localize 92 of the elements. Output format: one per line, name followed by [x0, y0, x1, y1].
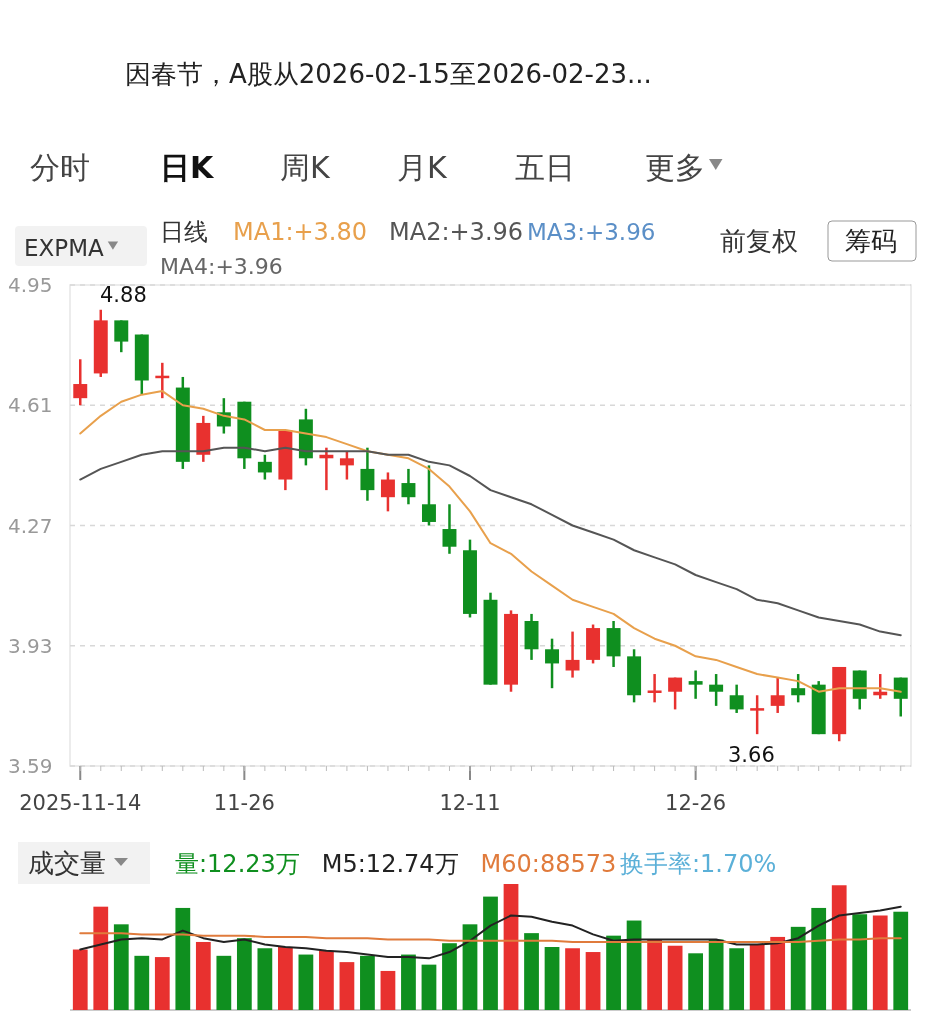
candlestick: [729, 683, 744, 715]
bar: [236, 938, 252, 1010]
text: 周K: [280, 150, 331, 185]
x-tick-label: 2025-11-14: [19, 791, 142, 815]
bar: [93, 906, 109, 1010]
text: MA2:+3.96: [389, 218, 524, 246]
bar: [483, 896, 498, 1010]
bar: [195, 941, 211, 1010]
bar: [585, 952, 601, 1010]
bar: [134, 955, 150, 1010]
candlestick: [709, 672, 724, 708]
bar: [175, 907, 191, 1010]
chart-title: 日线: [160, 218, 208, 246]
bar: [257, 948, 273, 1010]
text: 五日: [515, 150, 575, 185]
bar: [503, 884, 519, 1010]
text: M60:88573: [480, 850, 617, 878]
text: 筹码: [845, 226, 897, 256]
bar: [729, 948, 745, 1010]
candlestick: [770, 676, 785, 715]
text: MA3:+3.96: [527, 219, 656, 245]
bar: [380, 970, 396, 1010]
candlestick: [791, 672, 806, 704]
text: EXPMA: [24, 235, 104, 261]
bar: [749, 944, 765, 1010]
bar: [606, 935, 621, 1010]
text: 更多: [645, 150, 705, 185]
candlestick: [750, 694, 765, 736]
bar: [298, 954, 314, 1010]
y-tick-label: 4.61: [8, 393, 53, 418]
bar: [524, 933, 539, 1010]
bar: [360, 955, 375, 1010]
bar: [442, 943, 457, 1010]
bar: [216, 955, 232, 1010]
bar: [770, 936, 786, 1010]
bar: [72, 949, 88, 1010]
candlestick: [688, 669, 703, 701]
text: 前复权: [720, 226, 798, 256]
bar: [339, 962, 355, 1010]
annotation: 4.88: [100, 283, 147, 307]
candlestick: [545, 637, 560, 690]
bar: [708, 939, 724, 1010]
candlestick: [73, 358, 88, 407]
text: 因春节，A股从2026-02-15至2026-02-23...: [125, 59, 652, 89]
bar: [277, 947, 293, 1010]
bar: [790, 926, 806, 1010]
text: M5:12.74万: [321, 850, 459, 878]
line-series: [79, 446, 902, 637]
bar: [872, 915, 888, 1010]
candlestick: [668, 676, 683, 711]
text: 日K: [160, 150, 215, 185]
bar: [565, 948, 580, 1010]
candlestick: [647, 672, 662, 704]
bar: [544, 947, 560, 1010]
text: 月K: [397, 150, 448, 185]
text: MA1:+3.80: [233, 218, 368, 246]
candlestick: [339, 449, 354, 481]
y-tick-label: 3.59: [8, 754, 53, 778]
x-tick-label: 12-26: [665, 791, 727, 815]
bar: [647, 939, 662, 1010]
bar: [462, 924, 478, 1010]
chart-title: 成交量: [28, 848, 106, 878]
bar: [667, 945, 683, 1010]
bar: [401, 954, 416, 1010]
y-tick-label: 4.27: [8, 513, 53, 538]
candlestick: [421, 464, 436, 527]
x-tick-label: 11-26: [213, 791, 275, 815]
x-tick-label: 12-11: [439, 791, 501, 815]
y-tick-label: 4.95: [8, 273, 53, 297]
bar: [831, 885, 847, 1010]
candlestick: [360, 446, 375, 502]
candlestick: [380, 471, 395, 513]
candlestick: [401, 467, 416, 506]
series-label: 量:12.23万: [175, 850, 300, 878]
text: MA4:+3.96: [160, 254, 283, 279]
bar: [113, 924, 129, 1010]
bar: [688, 953, 704, 1010]
candlestick: [114, 319, 129, 354]
bar: [852, 914, 868, 1010]
bar: [893, 911, 909, 1010]
bar: [811, 907, 827, 1010]
text: 换手率:1.70%: [620, 850, 777, 878]
candlestick: [442, 503, 457, 556]
bar: [319, 950, 334, 1010]
y-tick-label: 3.93: [8, 633, 53, 658]
text: 分时: [30, 150, 90, 185]
bar: [421, 964, 437, 1010]
candlestick: [257, 453, 272, 481]
bar: [626, 920, 642, 1010]
bar: [154, 957, 170, 1010]
candlestick: [565, 630, 580, 679]
annotation: 3.66: [728, 743, 775, 767]
